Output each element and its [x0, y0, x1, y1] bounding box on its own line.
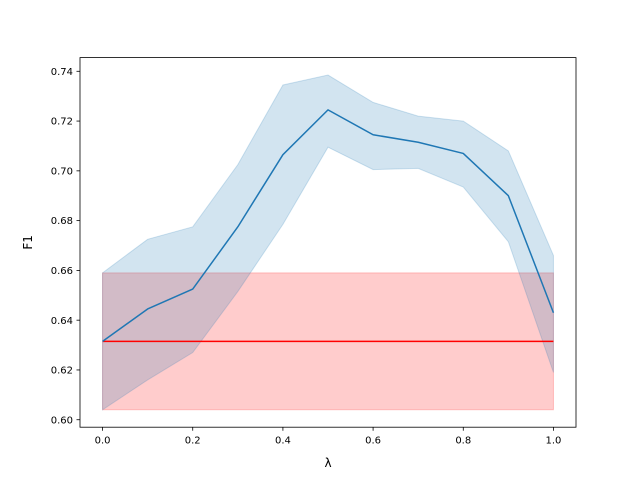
x-tick-label: 0.2	[185, 436, 201, 447]
x-tick-label: 0.0	[95, 436, 111, 447]
x-tick-label: 0.8	[455, 436, 471, 447]
x-tick-label: 0.6	[365, 436, 381, 447]
series-line	[102, 109, 555, 342]
y-tick-label: 0.74	[51, 67, 73, 78]
x-tick-label: 0.4	[275, 436, 291, 447]
y-tick-label: 0.70	[51, 166, 73, 177]
y-tick-label: 0.68	[51, 216, 73, 227]
y-tick-label: 0.62	[51, 366, 73, 377]
x-axis-label: λ	[324, 456, 331, 470]
axes: 0.0 0.2 0.4 0.6 0.8 1.0 0.60 0.62 0.64 0.66 0.68 0.…	[51, 67, 562, 447]
x-tick-label: 1.0	[546, 436, 562, 447]
series-confidence-band	[102, 74, 554, 411]
plot-area	[102, 74, 555, 411]
y-tick-label: 0.64	[51, 316, 73, 327]
axes-frame	[79, 57, 577, 428]
y-tick-label: 0.72	[51, 117, 73, 128]
y-tick-label: 0.60	[51, 415, 73, 426]
y-axis-label: F1	[21, 235, 35, 250]
y-tick-label: 0.66	[51, 266, 73, 277]
